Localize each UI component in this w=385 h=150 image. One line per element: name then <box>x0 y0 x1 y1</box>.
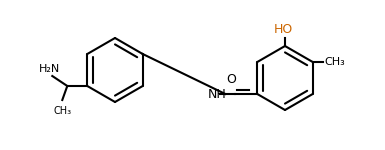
Text: O: O <box>226 73 236 86</box>
Text: CH₃: CH₃ <box>53 106 71 116</box>
Text: H₂N: H₂N <box>38 64 60 74</box>
Text: NH: NH <box>208 87 227 100</box>
Text: HO: HO <box>273 23 293 36</box>
Text: CH₃: CH₃ <box>325 57 345 67</box>
